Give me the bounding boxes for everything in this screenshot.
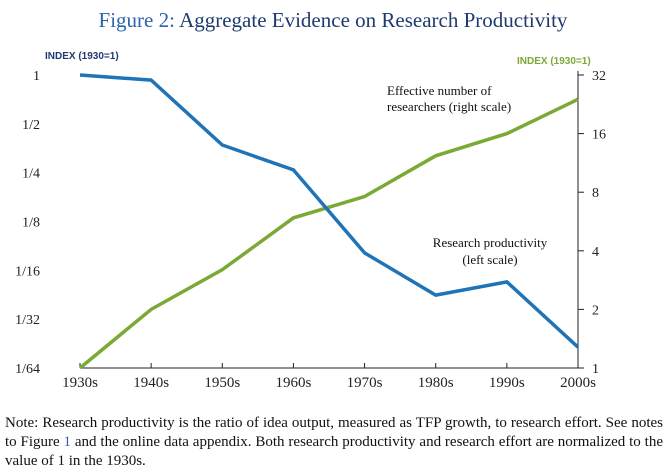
productivity-line [79,73,580,349]
left-tick-label: 1/32 [15,313,40,328]
note-text-1: Note: Research productivity is the ratio… [5,415,663,450]
left-tick-label: 1 [33,69,40,84]
series-layer [78,73,580,370]
right-tick-label: 8 [592,186,599,201]
left-tick-label: 1/64 [15,362,40,377]
left-tick-label: 1/4 [22,167,40,182]
right-tick-label: 16 [592,128,606,143]
x-tick-label: 1980s [418,375,454,391]
figure-label: Figure 2: [98,8,175,32]
x-tick-label: 1990s [489,375,525,391]
figure-title: Figure 2: Aggregate Evidence on Research… [0,8,666,33]
figure-title-text: Aggregate Evidence on Research Productiv… [179,8,568,32]
note-text-2: and the online data appendix. Both resea… [5,434,663,469]
researchers-label-line2: researchers (right scale) [387,99,511,114]
productivity-label-line1: Research productivity [433,235,548,250]
left-tick-label: 1/2 [22,118,40,133]
x-tick-label: 2000s [560,375,596,391]
figure-ref-link[interactable]: 1 [63,434,72,450]
x-tick-label: 1930s [62,375,98,391]
researchers-line [78,97,579,370]
left-axis-label: INDEX (1930=1) [45,51,119,62]
productivity-label-line2: (left scale) [462,252,517,267]
right-axis-label: INDEX (1930=1) [517,56,591,67]
axes-frame [80,71,579,369]
left-tick-label: 1/16 [15,264,40,279]
tick-layer: 1 1/2 1/4 1/8 1/16 1/32 1/64 32 16 8 4 2 1 1930s 1940s… [15,69,606,391]
x-tick-label: 1950s [204,375,240,391]
right-tick-label: 1 [592,362,599,377]
chart-note: Note: Research productivity is the ratio… [5,414,663,471]
chart: INDEX (1930=1) INDEX (1930=1) 1 1/2 1/4 1/8… [15,51,606,391]
researchers-label-line1: Effective number of [387,83,492,98]
left-tick-label: 1/8 [22,216,40,231]
right-tick-label: 32 [592,69,606,84]
x-tick-label: 1940s [133,375,169,391]
x-tick-label: 1970s [347,375,383,391]
right-tick-label: 2 [592,303,599,318]
right-tick-label: 4 [592,245,599,260]
x-tick-label: 1960s [276,375,312,391]
